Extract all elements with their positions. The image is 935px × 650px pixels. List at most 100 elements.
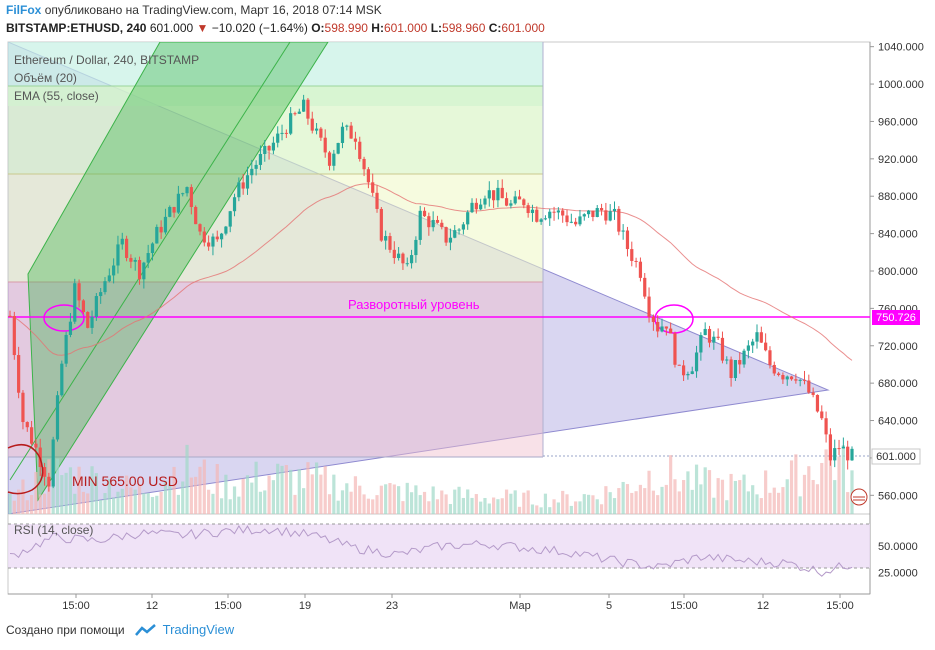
volume-bar [379,485,383,514]
volume-bar [578,501,582,514]
rsi-path [9,525,853,577]
price-chart[interactable]: Разворотный уровень MIN 565.00 USD Ether… [0,0,935,620]
volume-bar [815,484,820,514]
volume-bar [327,494,332,514]
volume-bar [526,490,530,514]
candle-body [21,392,25,423]
min-circle[interactable] [7,443,44,495]
reversal-circle-right[interactable] [654,304,694,334]
publication-info: опубликовано на TradingView.com, Март 16… [44,3,382,17]
volume-bar [107,478,111,514]
legend-rsi: RSI (14, close) [14,523,93,537]
candle-body [276,133,280,143]
candle-body [453,230,457,238]
volume-bar [185,444,189,514]
volume-bar [176,494,180,514]
candle-body [479,204,483,210]
low-label: L: [430,21,443,35]
candle-body [219,233,224,240]
volume-bar [820,462,824,514]
candlestick-series[interactable] [8,94,854,492]
ema-path [9,183,853,361]
price-tick-label: 840.000 [878,229,918,241]
volume-bar [707,470,712,514]
price-tick-label: 800.000 [878,266,918,278]
volume-bar [124,475,129,514]
candle-body [548,211,552,219]
volume-bar [811,479,815,514]
volume-bar [345,483,349,514]
candle-body [189,187,193,207]
candle-body [440,222,444,228]
volume-bar [8,493,12,514]
volume-bar [371,499,375,514]
time-axis[interactable]: 15:00 12 15:00 19 23 Мар 5 15:00 12 15:00 [62,594,854,612]
candle-body [725,359,729,361]
volume-bar [306,462,310,514]
volume-bar [219,498,224,514]
candle-body [599,208,604,211]
close-label: C: [488,21,502,35]
volume-bar [660,486,664,514]
volume-bar [604,486,608,514]
gann-box-yellow[interactable] [8,174,543,282]
candle-body [254,164,258,169]
candle-body [55,395,60,440]
volume-bar [569,505,573,514]
candle-body [742,350,746,365]
tradingview-logo-icon[interactable] [134,623,157,637]
parallel-channel[interactable] [27,42,329,502]
volume-bar [789,460,794,514]
tradingview-link[interactable]: TradingView [162,622,235,637]
volume-bar [12,500,16,514]
volume-bar [686,471,690,514]
volume-bar [574,501,578,514]
candle-body [794,379,798,381]
reversal-level-tag [872,310,920,325]
volume-bar [776,492,781,514]
volume-bar [625,484,630,514]
author-name[interactable]: FilFox [6,3,42,17]
volume-bar [427,501,431,514]
candle-body [392,249,396,259]
volume-bar [517,506,522,514]
candle-body [388,236,392,250]
candle-body [250,168,254,176]
candle-body [77,283,81,301]
volume-bar [211,493,215,514]
time-tick-label: 5 [606,600,612,612]
time-tick-label: 12 [146,600,158,612]
volume-bar [479,501,483,514]
candle-body [535,209,539,222]
candle-body [841,446,845,449]
volume-bar [504,489,509,514]
candle-body [340,126,345,143]
candle-body [319,128,323,138]
time-tick-label: 15:00 [670,600,698,612]
volume-bar [189,477,193,514]
candle-body [431,219,435,228]
candle-body [470,202,474,213]
volume-bar [21,479,25,514]
candle-body [107,275,111,282]
candle-body [405,263,409,265]
volume-bar [116,491,120,514]
candle-body [574,221,578,225]
price-axis[interactable]: 560.000600.000640.000680.000720.000760.0… [870,42,924,503]
volume-bar [422,491,427,514]
candle-body [207,242,211,247]
volume-bar [245,475,250,514]
volume-bar [500,498,504,514]
reversal-circle-left[interactable] [43,304,85,332]
volume-bar [94,473,98,514]
volume-bar [198,466,202,514]
volume-bar [513,490,517,514]
volume-bar [647,470,651,514]
high-label: H: [371,21,384,35]
current-price: 601.000 [149,21,194,35]
volume-bar [397,486,401,514]
volume-bar [487,503,491,514]
candle-body [707,328,712,343]
volume-bar [181,481,185,514]
gann-box-green-upper[interactable] [8,86,543,174]
